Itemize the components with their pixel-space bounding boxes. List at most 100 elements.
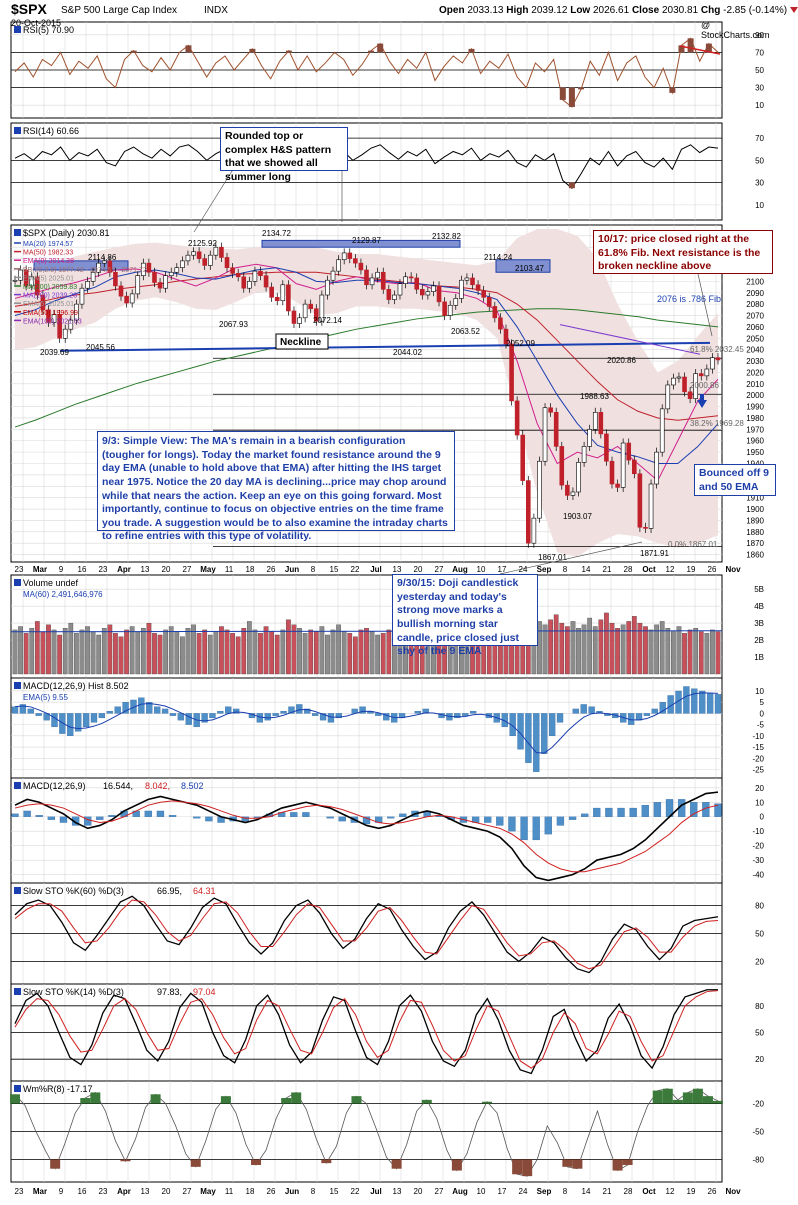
stochastic-line — [14, 990, 719, 1069]
candle — [18, 269, 23, 281]
x-tick-label: 10 — [477, 565, 486, 574]
bounced-text: Bounced off 9 and 50 EMA — [699, 467, 769, 493]
macd-histogram-bar — [161, 708, 169, 714]
y-tick-label: 20 — [755, 784, 764, 793]
macd-histogram-bar — [146, 702, 153, 714]
y-tick-label: 0 — [760, 709, 765, 718]
volume-bar — [241, 628, 247, 675]
x-tick-label: 27 — [435, 1187, 444, 1196]
macd-line — [14, 800, 719, 873]
x-tick-label: 17 — [498, 1187, 507, 1196]
x-tick-label: 26 — [267, 565, 276, 574]
williams-oversold-fill — [190, 1159, 201, 1167]
volume-bar — [559, 622, 565, 675]
volume-bar — [592, 626, 598, 675]
volume-bar — [101, 628, 107, 675]
rsi5-extreme-fill — [130, 50, 137, 53]
panel-frame — [10, 777, 723, 884]
legend-value: 97.04 — [193, 987, 216, 997]
rsi5-extreme-fill — [705, 43, 712, 53]
x-tick-label: May — [200, 1187, 216, 1196]
fib-label: 61.8% 2032.45 — [690, 345, 744, 354]
y-tick-label: 10 — [755, 798, 764, 807]
candle — [637, 473, 643, 528]
volume-bar — [124, 629, 129, 675]
y-tick-label: 30 — [755, 84, 764, 93]
candle — [671, 377, 676, 386]
macd-histogram-bar — [11, 813, 19, 817]
price-label: 1903.07 — [563, 512, 592, 521]
macd-histogram-bar — [605, 807, 613, 817]
candle — [263, 275, 269, 288]
volume-bar — [347, 633, 353, 675]
y-tick-label: 2010 — [746, 380, 764, 389]
x-tick-label: 24 — [519, 565, 528, 574]
x-tick-label: Aug — [452, 565, 468, 574]
y-tick-label: -20 — [752, 842, 764, 851]
y-tick-label: 1910 — [746, 494, 764, 503]
macd-histogram-bar — [691, 688, 698, 714]
macd-histogram-bar — [23, 810, 31, 817]
macd-histogram-bar — [556, 713, 564, 723]
candle — [51, 314, 57, 323]
williams-overbought-fill — [662, 1088, 673, 1104]
candle — [341, 252, 347, 261]
price-label: 2114.24 — [484, 253, 513, 262]
macd-histogram-bar — [525, 713, 532, 763]
y-tick-label: 2000 — [746, 391, 764, 400]
x-tick-label: 20 — [414, 565, 423, 574]
macd-histogram-bar — [548, 713, 556, 737]
macd-histogram-bar — [690, 802, 698, 817]
volume-bar — [308, 629, 314, 675]
legend-entry: MA(200) 2059.83 — [23, 284, 77, 291]
williams-oversold-fill — [321, 1159, 332, 1164]
candle — [419, 289, 425, 296]
macd-histogram-bar — [154, 706, 161, 714]
volume-bar — [152, 633, 157, 675]
macd-histogram-bar — [27, 708, 34, 714]
moving-average-line — [14, 308, 719, 428]
candle — [280, 284, 286, 302]
x-tick-label: 15 — [330, 1187, 339, 1196]
macd-histogram-bar — [106, 711, 113, 714]
macd-histogram-bar — [454, 713, 461, 719]
rsi14-line — [14, 144, 719, 189]
volume-bar — [224, 629, 230, 675]
candle — [643, 526, 648, 529]
macd-histogram-bar — [168, 815, 177, 817]
legend-swatch — [14, 682, 21, 689]
volume-bar — [168, 626, 174, 675]
rounded-top-text: Rounded top or complex H&S pattern that … — [225, 130, 332, 183]
rsi5-extreme-fill — [568, 87, 575, 107]
x-tick-label: Oct — [642, 1187, 656, 1196]
rsi5-extreme-fill — [285, 50, 292, 53]
x-tick-label: 19 — [687, 565, 696, 574]
doji-text: 9/30/15: Doji candlestick yesterday and … — [397, 577, 519, 658]
macd-histogram-bar — [272, 713, 279, 716]
copyright: @ StockCharts.com — [701, 20, 770, 40]
volume-bar — [185, 628, 191, 675]
x-tick-label: 11 — [225, 565, 234, 574]
candle — [408, 276, 414, 279]
candle — [431, 285, 436, 292]
panel-frame — [10, 224, 723, 563]
macd-histogram-bar — [290, 812, 298, 817]
macd-histogram-bar — [327, 713, 335, 723]
panel-title: MACD(12,26,9) Hist 8.502 — [23, 681, 129, 691]
y-tick-label: 2080 — [746, 300, 764, 309]
volume-bar — [698, 631, 704, 675]
y-tick-label: 2070 — [746, 312, 764, 321]
candle — [464, 277, 470, 281]
volume-bar — [79, 629, 85, 675]
candle — [96, 262, 101, 273]
legend-value: 64.31 — [193, 886, 216, 896]
chg-value: -2.85 (-0.14%) — [723, 5, 788, 16]
panel-title: RSI(14) 60.66 — [23, 126, 79, 136]
candle — [626, 442, 632, 461]
y-tick-label: 1B — [754, 653, 764, 662]
price-label: 2114.86 — [88, 253, 117, 262]
candle — [57, 314, 62, 339]
dropdown-arrow-icon[interactable] — [789, 7, 798, 13]
candle — [113, 271, 118, 287]
macd-histogram-bar — [177, 713, 185, 721]
